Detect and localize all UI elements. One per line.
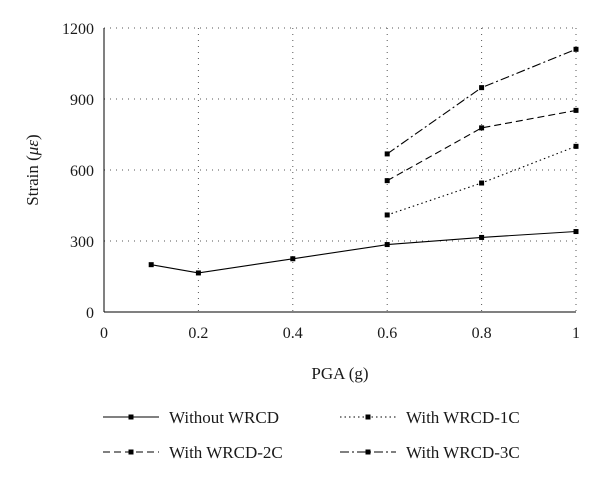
- data-point: [479, 180, 485, 186]
- series-1: [148, 229, 579, 276]
- data-point: [195, 270, 201, 276]
- data-point: [573, 229, 579, 235]
- data-point: [384, 151, 390, 157]
- series-lines: [148, 46, 579, 276]
- data-point: [573, 107, 579, 113]
- legend-swatch-marker: [128, 414, 134, 420]
- x-tick-label: 0: [100, 325, 108, 342]
- data-point: [148, 262, 154, 268]
- x-tick-label: 0.8: [472, 325, 492, 342]
- legend-label: Without WRCD: [169, 408, 279, 427]
- x-tick-label: 0.2: [188, 325, 208, 342]
- axes: [103, 28, 576, 313]
- legend-label: With WRCD-1C: [406, 408, 520, 427]
- series-4: [384, 46, 579, 157]
- grid-lines: [104, 27, 577, 312]
- y-tick-label: 900: [70, 92, 94, 109]
- legend-swatch-marker: [365, 414, 371, 420]
- x-tick-label: 0.6: [377, 325, 397, 342]
- series-2: [384, 143, 579, 218]
- y-axis-title-suffix: ): [23, 134, 42, 140]
- x-tick-label: 1: [572, 325, 580, 342]
- data-point: [290, 256, 296, 262]
- y-axis-title-unit: με: [23, 140, 42, 157]
- data-point: [573, 143, 579, 149]
- data-point: [384, 212, 390, 218]
- x-tick-label: 0.4: [283, 325, 303, 342]
- data-point: [384, 178, 390, 184]
- legend-label: With WRCD-3C: [406, 443, 520, 462]
- series-line: [151, 230, 577, 274]
- legend-label: With WRCD-2C: [169, 443, 283, 462]
- legend-item-2: With WRCD-1C: [340, 408, 520, 427]
- data-point: [384, 242, 390, 248]
- y-axis-title: Strain (με): [23, 134, 42, 205]
- legend: Without WRCD With WRCD-1C With WRCD-2C With…: [103, 408, 520, 462]
- y-tick-label: 0: [86, 305, 94, 322]
- data-point: [479, 125, 485, 131]
- legend-swatch-marker: [128, 449, 134, 455]
- y-tick-label: 300: [70, 234, 94, 251]
- y-tick-label: 600: [70, 163, 94, 180]
- data-point: [479, 234, 485, 240]
- legend-item-3: With WRCD-2C: [103, 443, 283, 462]
- legend-item-4: With WRCD-3C: [340, 443, 520, 462]
- series-3: [384, 107, 579, 184]
- legend-item-1: Without WRCD: [103, 408, 279, 427]
- data-point: [479, 85, 485, 91]
- y-tick-label: 1200: [62, 21, 94, 38]
- data-point: [573, 46, 579, 52]
- tick-labels: 0 0.2 0.4 0.6 0.8 1 0 300 600 900 1200: [62, 21, 580, 342]
- legend-swatch-marker: [365, 449, 371, 455]
- series-line: [386, 109, 577, 182]
- x-axis-title: PGA (g): [311, 364, 368, 383]
- y-axis-title-prefix: Strain (: [23, 155, 42, 206]
